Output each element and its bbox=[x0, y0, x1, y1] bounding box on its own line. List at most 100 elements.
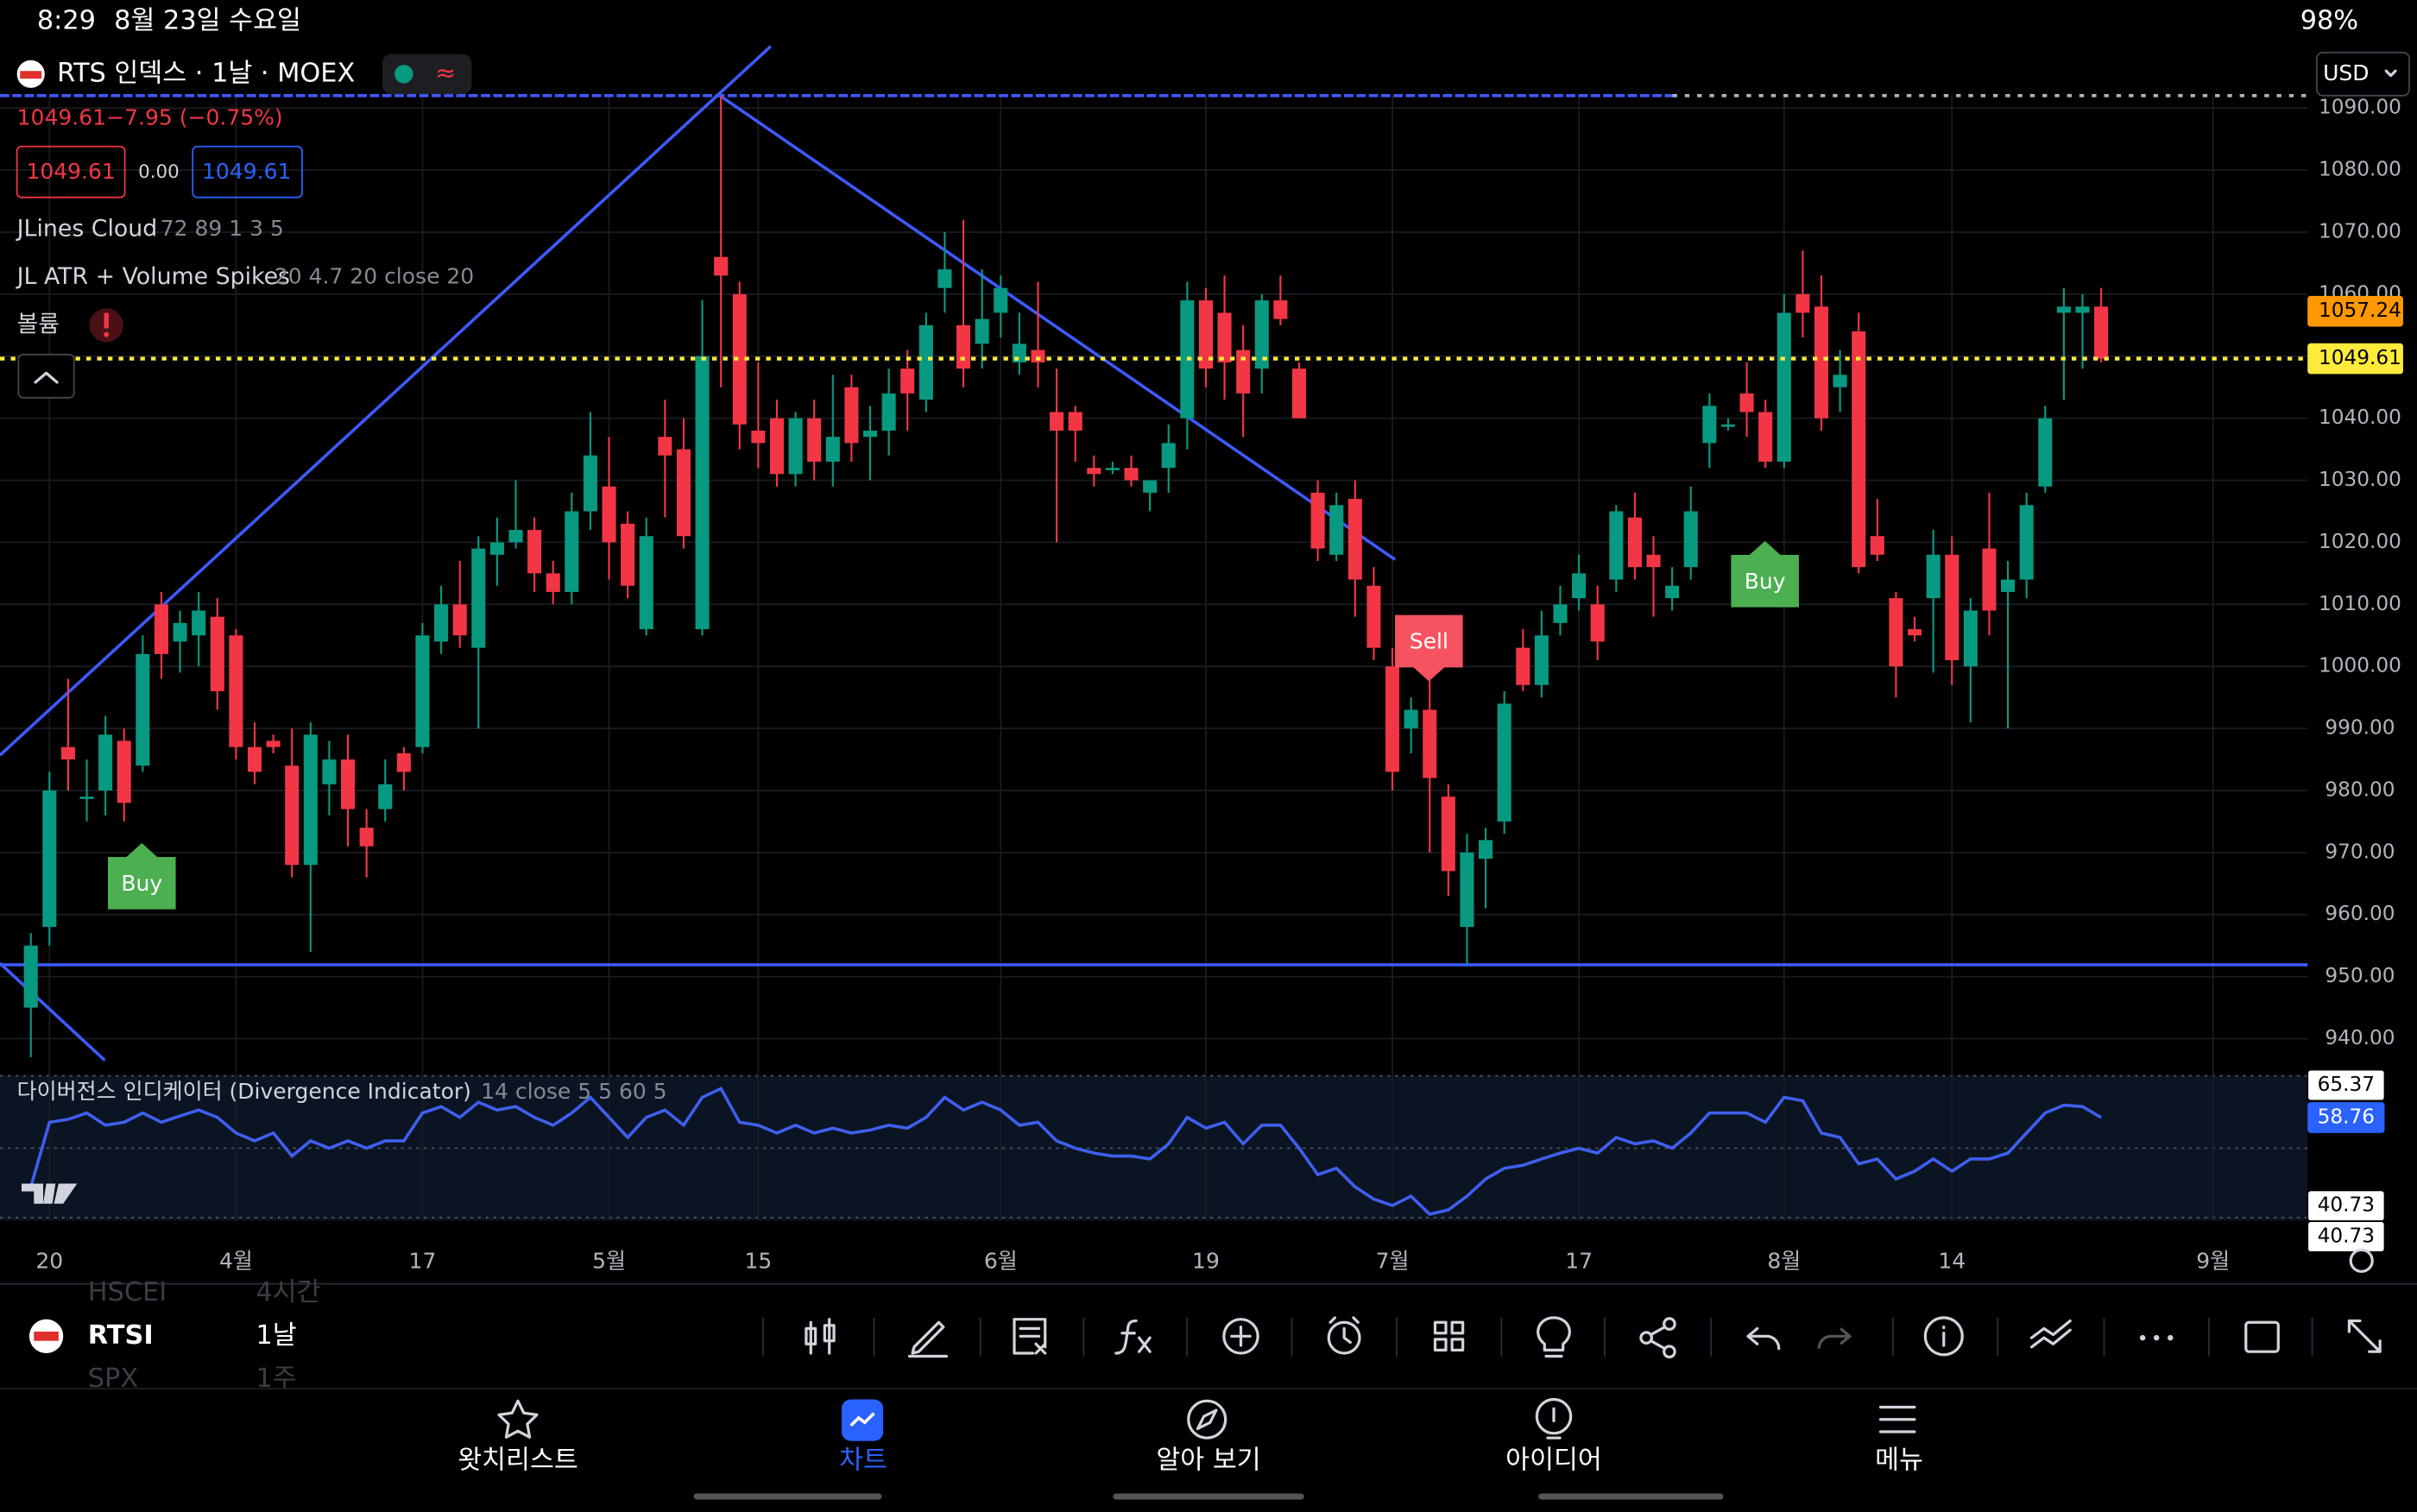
candle-body bbox=[844, 387, 859, 444]
nav-label[interactable]: 아이디어 bbox=[1505, 1445, 1602, 1475]
indicator-name[interactable]: JL ATR + Volume Spikes bbox=[16, 263, 290, 290]
indicator-name[interactable]: JLines Cloud bbox=[16, 216, 158, 243]
ask[interactable]: 1049.61 bbox=[202, 159, 291, 184]
timeframe-item[interactable]: 4시간 bbox=[256, 1277, 320, 1307]
candle-body bbox=[2056, 306, 2071, 313]
candle-body bbox=[2038, 418, 2053, 487]
candle-body bbox=[1087, 468, 1101, 475]
indicator-name[interactable]: 볼륨 bbox=[17, 311, 60, 337]
price-label-box bbox=[2307, 295, 2403, 327]
indicator-icon[interactable] bbox=[1114, 1319, 1152, 1355]
candle-body bbox=[1516, 647, 1530, 685]
candle-body bbox=[1720, 424, 1735, 427]
collapse-button[interactable] bbox=[17, 353, 75, 399]
draw-icon[interactable] bbox=[907, 1320, 949, 1358]
y-tick-label: 940.00 bbox=[2325, 1026, 2395, 1049]
x-tick-label: 19 bbox=[1192, 1249, 1220, 1274]
toolbar-icons bbox=[762, 1316, 2382, 1359]
candle-body bbox=[881, 393, 896, 432]
symbol-item[interactable]: HSCEI bbox=[88, 1277, 167, 1307]
x-tick-label: 9월 bbox=[2196, 1249, 2230, 1274]
collapse-icon bbox=[34, 371, 59, 384]
add-icon[interactable] bbox=[1222, 1318, 1259, 1355]
candle-body bbox=[621, 523, 635, 586]
nav-label[interactable]: 왓치리스트 bbox=[458, 1445, 578, 1475]
candle-body bbox=[1385, 666, 1400, 772]
currency[interactable]: USD bbox=[2323, 60, 2369, 85]
redo-icon[interactable] bbox=[1817, 1327, 1852, 1349]
symbol-title[interactable]: RTS 인덱스 · 1날 · MOEX bbox=[57, 58, 355, 88]
candle-body bbox=[1310, 492, 1325, 549]
x-tick-label: 17 bbox=[409, 1249, 437, 1274]
symbol-item[interactable]: RTSI bbox=[88, 1320, 154, 1351]
x-tick-label: 17 bbox=[1565, 1249, 1593, 1274]
date: 8월 23일 수요일 bbox=[114, 6, 301, 36]
oscillator-title[interactable]: 다이버전스 인디케이터 (Divergence Indicator) bbox=[17, 1079, 471, 1104]
candle-body bbox=[489, 542, 504, 555]
candle-body bbox=[192, 610, 206, 636]
y-tick-label: 1020.00 bbox=[2319, 530, 2401, 553]
candle-body bbox=[1814, 306, 1829, 419]
fullscreen-icon[interactable] bbox=[2244, 1320, 2280, 1353]
compare-icon[interactable] bbox=[2029, 1319, 2072, 1349]
menu-icon[interactable] bbox=[1878, 1405, 1916, 1433]
candle-body bbox=[229, 635, 243, 747]
sell-box[interactable] bbox=[16, 145, 126, 198]
candle-body bbox=[1758, 412, 1773, 462]
share-icon[interactable] bbox=[1639, 1331, 1654, 1345]
candle-body bbox=[247, 747, 262, 772]
expand-icon[interactable] bbox=[2347, 1319, 2382, 1353]
undo-icon[interactable] bbox=[1746, 1326, 1781, 1351]
candle-body bbox=[210, 616, 224, 691]
bid[interactable]: 1049.61 bbox=[26, 159, 115, 184]
explore-icon[interactable] bbox=[1187, 1399, 1227, 1440]
market-open-dot bbox=[394, 65, 413, 84]
candle-body bbox=[527, 530, 542, 574]
nav-label[interactable]: 차트 bbox=[839, 1445, 887, 1475]
ideas-icon[interactable] bbox=[1537, 1316, 1571, 1358]
candle-body bbox=[1198, 300, 1213, 369]
clear-icon[interactable] bbox=[1013, 1318, 1047, 1355]
chart-type-icon[interactable] bbox=[805, 1318, 836, 1355]
candle-body bbox=[1105, 468, 1120, 470]
candle-body bbox=[79, 797, 94, 799]
more-icon[interactable] bbox=[2139, 1334, 2146, 1341]
y-tick-label: 950.00 bbox=[2325, 964, 2395, 987]
trend-line bbox=[718, 94, 1397, 561]
candle-body bbox=[583, 455, 597, 512]
candle-body bbox=[1852, 331, 1866, 568]
signal-badge bbox=[1395, 614, 1463, 682]
candle-body bbox=[322, 759, 337, 784]
watchlist-icon[interactable] bbox=[497, 1399, 539, 1439]
candle-body bbox=[154, 604, 168, 654]
candle-body bbox=[415, 635, 430, 747]
timeframe-item[interactable]: 1날 bbox=[256, 1320, 296, 1351]
oscillator-label-box bbox=[2307, 1068, 2386, 1102]
settings-icon[interactable] bbox=[2349, 1248, 2374, 1273]
nav-label[interactable]: 알아 보기 bbox=[1156, 1445, 1260, 1475]
candle-body bbox=[2001, 579, 2016, 592]
candle-body bbox=[863, 431, 878, 438]
trend-line bbox=[0, 45, 773, 757]
x-tick-label: 20 bbox=[35, 1249, 63, 1274]
price-label: 1057.24 bbox=[2319, 299, 2401, 322]
candle-body bbox=[23, 945, 38, 1008]
signal-badge bbox=[1731, 540, 1799, 608]
candle-body bbox=[42, 790, 57, 928]
buy-box[interactable] bbox=[192, 145, 303, 198]
nav-label[interactable]: 메뉴 bbox=[1875, 1445, 1923, 1475]
currency-button[interactable] bbox=[2316, 51, 2410, 97]
ideas-nav-icon[interactable] bbox=[1535, 1397, 1573, 1435]
candle-body bbox=[2094, 306, 2109, 359]
candle-body bbox=[1460, 852, 1474, 928]
info-icon[interactable] bbox=[1923, 1316, 1964, 1357]
x-tick-label: 8월 bbox=[1767, 1249, 1801, 1274]
oscillator-label: 40.73 bbox=[2318, 1224, 2375, 1247]
layout-icon[interactable] bbox=[1433, 1320, 1465, 1352]
candle-body bbox=[136, 653, 150, 766]
y-tick-label: 970.00 bbox=[2325, 840, 2395, 863]
toolbar-separators bbox=[762, 1317, 2313, 1357]
candle-body bbox=[471, 548, 486, 648]
candle-body bbox=[956, 324, 971, 369]
alert-icon[interactable] bbox=[1327, 1320, 1361, 1355]
